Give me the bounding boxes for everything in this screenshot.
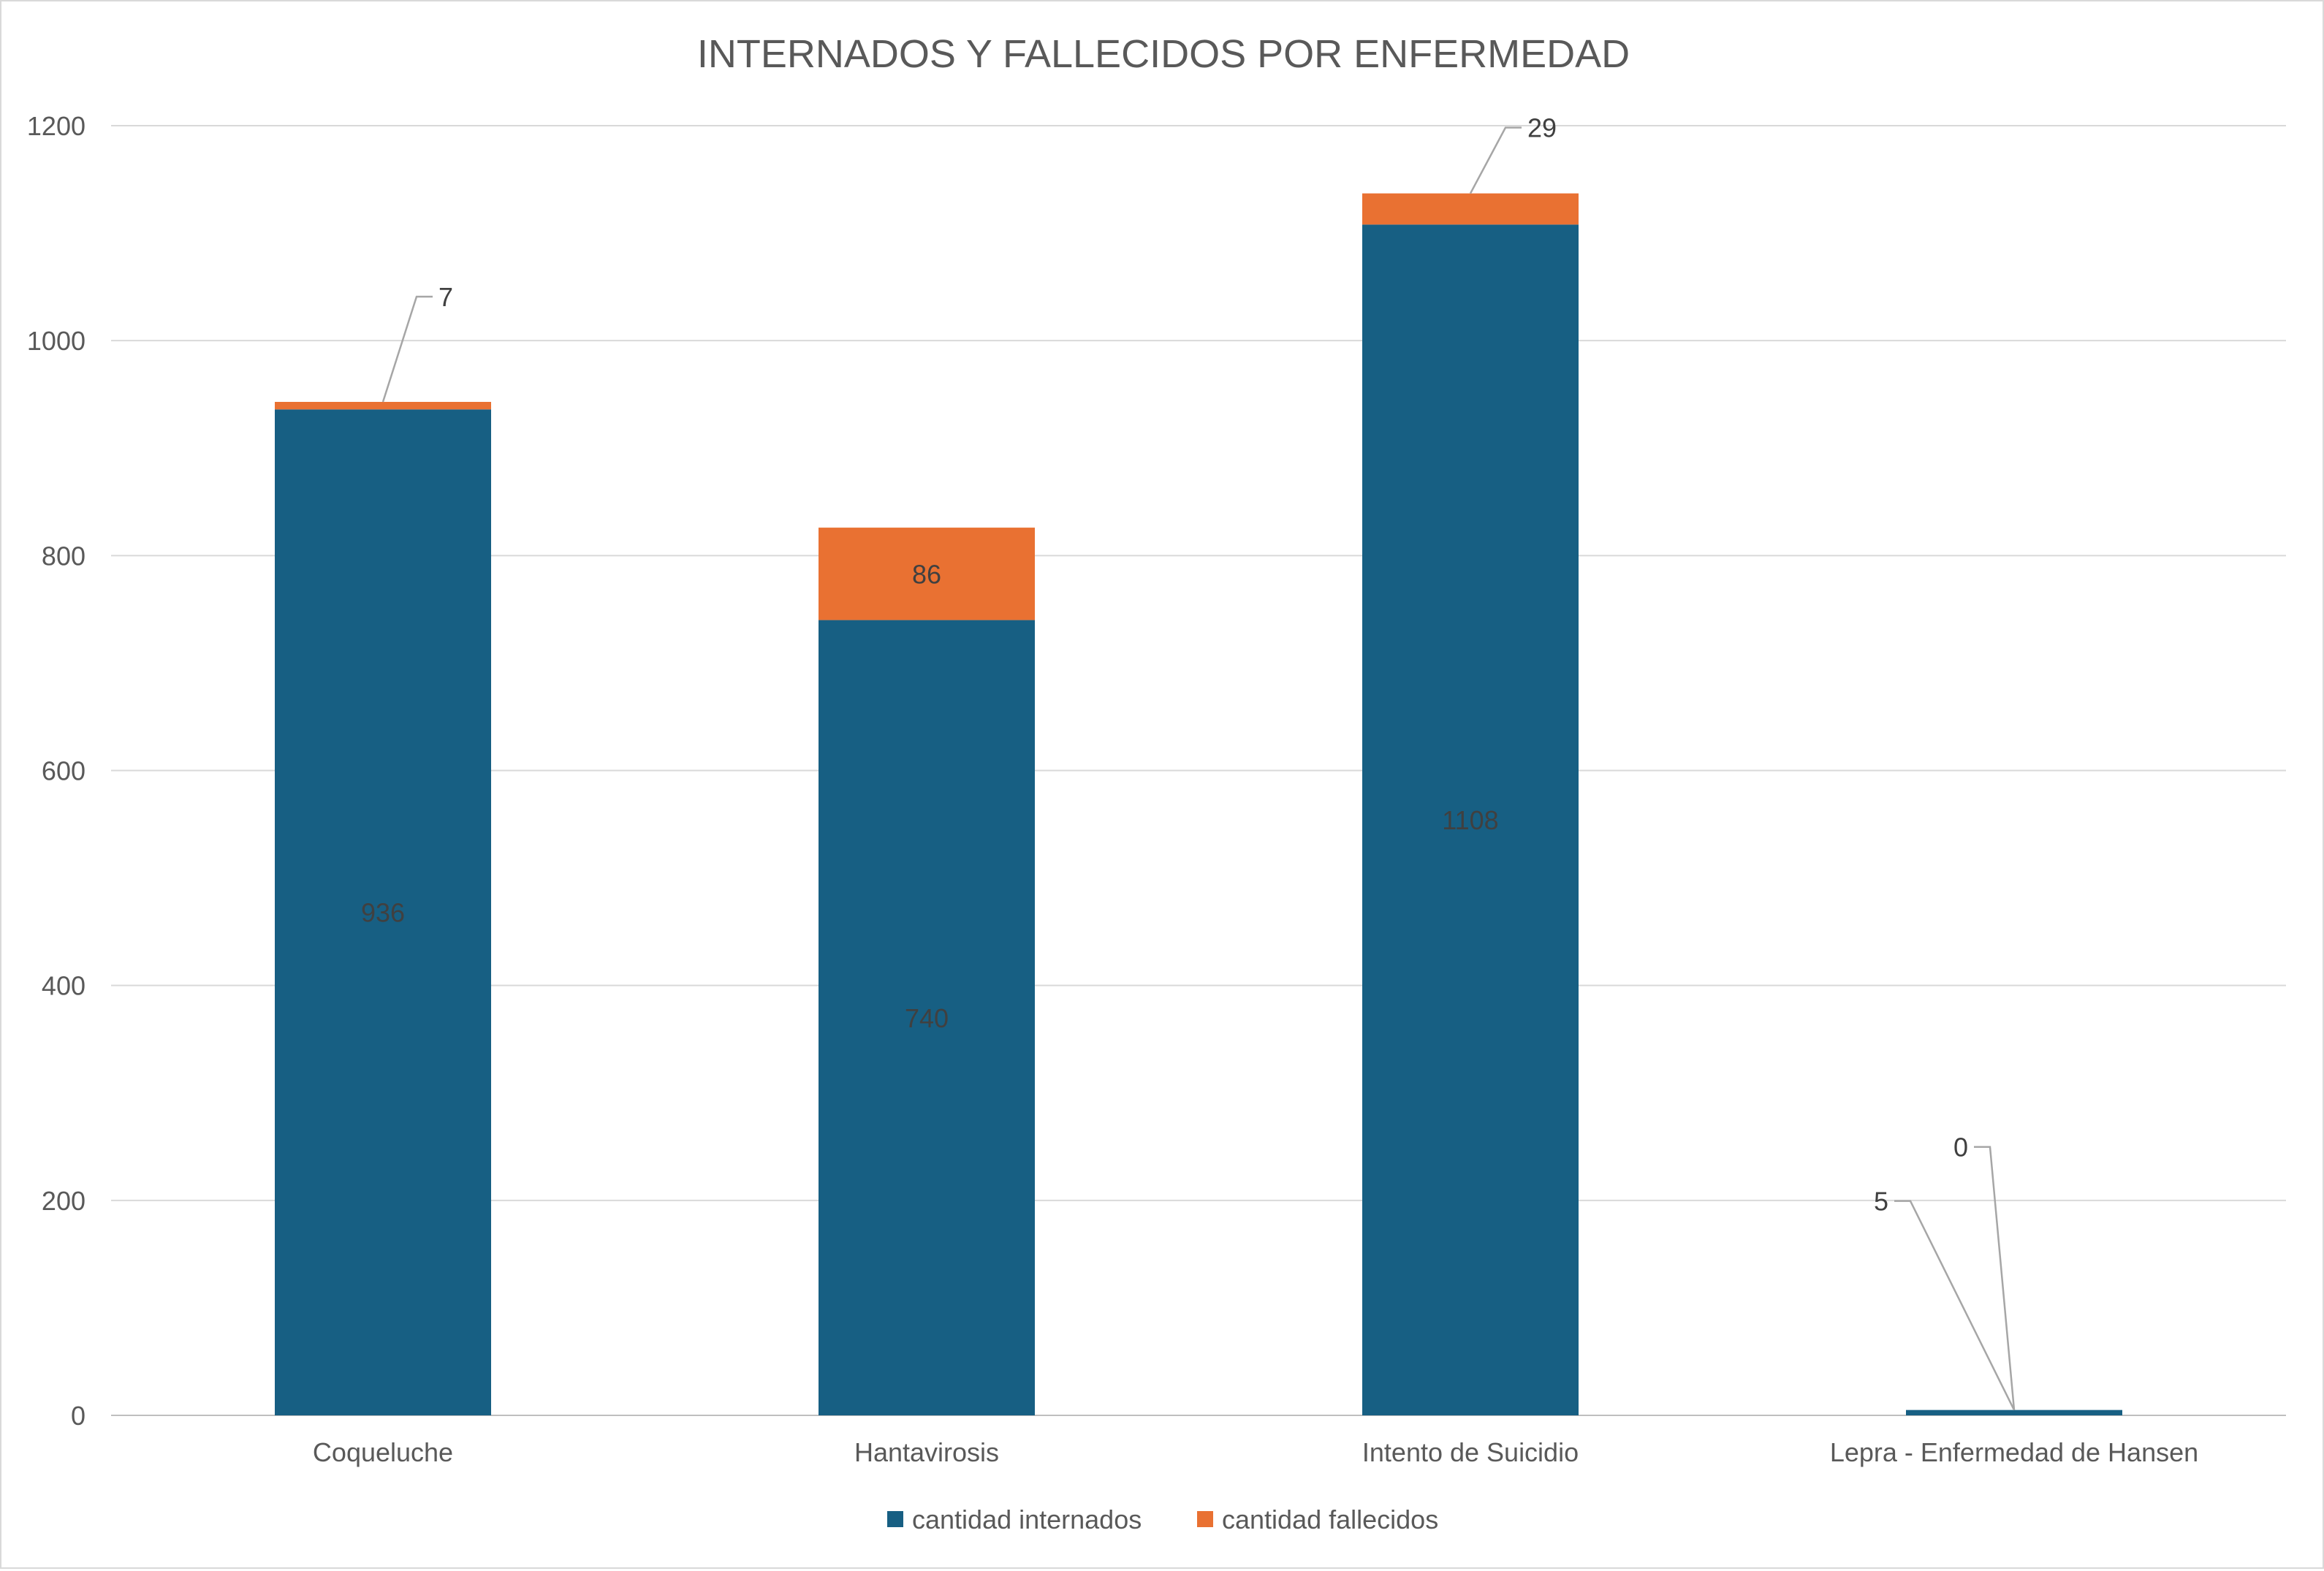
y-tick-label: 0	[71, 1401, 86, 1431]
data-label: 740	[905, 1003, 949, 1033]
bar-segment	[1906, 1410, 2122, 1415]
y-tick-label: 1200	[27, 111, 86, 141]
x-tick-label: Lepra - Enfermedad de Hansen	[1830, 1437, 2198, 1467]
chart-title: INTERNADOS Y FALLECIDOS POR ENFERMEDAD	[697, 32, 1630, 76]
y-tick-label: 1000	[27, 326, 86, 356]
data-label: 936	[361, 898, 405, 928]
data-label-leader-line	[1974, 1146, 2016, 1410]
data-label: 7	[438, 282, 453, 312]
data-label-leader-line	[1894, 1200, 2016, 1411]
data-label-leader-line	[381, 295, 433, 403]
bar-segment	[1362, 193, 1579, 225]
data-label: 5	[1874, 1187, 1888, 1217]
y-tick-label: 800	[42, 541, 86, 571]
data-label-leader-line	[1469, 126, 1522, 194]
y-tick-label: 200	[42, 1186, 86, 1216]
bar-segment	[275, 402, 491, 410]
data-label: 29	[1527, 113, 1557, 143]
data-label: 1108	[1442, 805, 1498, 835]
y-tick-label: 600	[42, 756, 86, 786]
bar-segment	[1362, 224, 1579, 1416]
x-tick-label: Hantavirosis	[854, 1437, 999, 1467]
y-tick-label: 400	[42, 971, 86, 1001]
data-label: 86	[912, 559, 941, 589]
x-tick-label: Intento de Suicidio	[1362, 1437, 1579, 1467]
bar-segment	[819, 620, 1035, 1416]
legend-label: cantidad internados	[912, 1505, 1142, 1534]
bar-segment	[275, 409, 491, 1415]
bar-segment	[819, 528, 1035, 620]
legend-swatch	[1197, 1511, 1213, 1527]
legend-label: cantidad fallecidos	[1222, 1505, 1438, 1534]
x-tick-label: Coqueluche	[313, 1437, 453, 1467]
data-label: 0	[1953, 1133, 1968, 1163]
legend-swatch	[887, 1511, 903, 1527]
